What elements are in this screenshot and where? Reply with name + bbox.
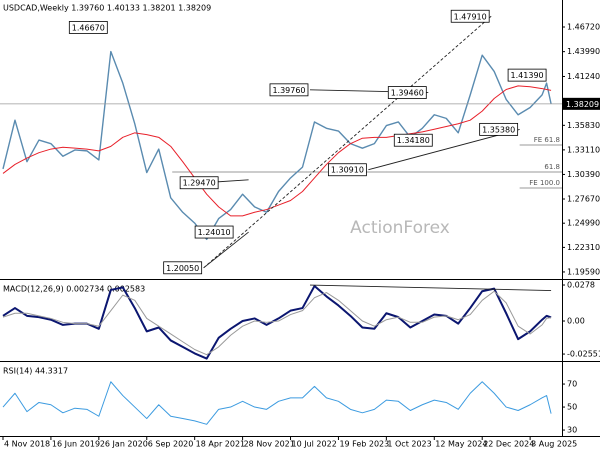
y-tick-label: 1.19590 bbox=[567, 267, 600, 276]
price-label: 1.47910 bbox=[454, 12, 487, 21]
trendline bbox=[203, 231, 249, 269]
series-line bbox=[2, 85, 552, 217]
price-label: 1.46670 bbox=[72, 23, 105, 32]
level-label: 61.8 bbox=[544, 163, 560, 171]
price-label: 1.39760 bbox=[272, 86, 305, 95]
y-tick-label: 1.33110 bbox=[567, 145, 600, 154]
current-price-box bbox=[563, 97, 600, 110]
y-tick-label: 1.41240 bbox=[567, 72, 600, 81]
price-label: 1.30910 bbox=[331, 166, 364, 175]
x-tick-label: 10 Jul 2022 bbox=[292, 440, 337, 449]
x-tick-label: 18 Apr 2021 bbox=[196, 440, 245, 449]
y-tick-label: 50 bbox=[567, 403, 577, 412]
price-label-box bbox=[179, 176, 219, 190]
y-tick-label: 1.46720 bbox=[567, 22, 600, 31]
y-tick-label: 1.27670 bbox=[567, 194, 600, 203]
y-tick-label: 1.24990 bbox=[567, 219, 600, 228]
x-tick-label: 3 Aug 2025 bbox=[531, 440, 577, 449]
price-label-box bbox=[393, 133, 433, 147]
price-label-box bbox=[68, 21, 108, 34]
y-tick-label: 1.22310 bbox=[567, 243, 600, 252]
trendline bbox=[203, 15, 492, 269]
level-label: FE 100.0 bbox=[529, 179, 560, 187]
y-tick-label: 1.35830 bbox=[567, 121, 600, 130]
price-label-box bbox=[450, 9, 490, 23]
y-tick-label: 1.30390 bbox=[567, 170, 600, 179]
y-tick-label: 0.0278 bbox=[567, 281, 595, 290]
price-label: 1.41390 bbox=[511, 71, 544, 80]
y-tick-label: 30 bbox=[567, 426, 577, 435]
y-tick-label: 70 bbox=[567, 380, 577, 389]
x-tick-label: 26 Jan 2020 bbox=[100, 440, 148, 449]
price-label-box bbox=[194, 225, 234, 239]
price-label-box bbox=[387, 86, 427, 99]
series-line bbox=[2, 285, 552, 360]
price-label-box bbox=[479, 122, 519, 136]
y-tick-label: -0.025511 bbox=[567, 350, 600, 359]
series-line bbox=[2, 290, 552, 356]
price-label: 1.29470 bbox=[183, 179, 216, 188]
x-tick-label: 12 May 2024 bbox=[435, 440, 487, 449]
panel-header: MACD(12,26,9) 0.002734 0.002583 bbox=[3, 285, 145, 294]
price-label-box bbox=[269, 83, 309, 97]
x-tick-label: 1 Oct 2023 bbox=[387, 440, 431, 449]
price-label-box bbox=[327, 163, 367, 177]
series-line bbox=[2, 381, 552, 425]
current-price-label: 1.38209 bbox=[566, 100, 599, 109]
trendline bbox=[309, 284, 552, 292]
price-label: 1.35380 bbox=[482, 125, 515, 134]
price-label: 1.24010 bbox=[198, 228, 231, 237]
x-tick-label: 16 Jun 2019 bbox=[52, 440, 100, 449]
panel-header: RSI(14) 44.3317 bbox=[3, 367, 68, 376]
x-tick-label: 4 Nov 2018 bbox=[4, 440, 50, 449]
y-tick-label: 1.43990 bbox=[567, 47, 600, 56]
series-line bbox=[2, 50, 552, 241]
x-tick-label: 22 Dec 2024 bbox=[483, 440, 534, 449]
y-tick-label: 0.00 bbox=[567, 317, 585, 326]
x-tick-label: 19 Feb 2023 bbox=[339, 440, 389, 449]
watermark: ActionForex bbox=[350, 218, 450, 238]
price-label-box bbox=[507, 68, 547, 82]
level-label: FE 61.8 bbox=[534, 136, 560, 144]
x-tick-label: 6 Sep 2020 bbox=[148, 440, 194, 449]
trendline bbox=[368, 128, 520, 171]
price-label-box bbox=[163, 261, 203, 275]
price-label: 1.34180 bbox=[397, 136, 430, 145]
x-tick-label: 28 Nov 2021 bbox=[244, 440, 295, 449]
panel-header: USDCAD,Weekly 1.39760 1.40133 1.38201 1.… bbox=[3, 4, 211, 13]
price-label: 1.39460 bbox=[391, 89, 424, 98]
price-label: 1.20050 bbox=[166, 264, 199, 273]
